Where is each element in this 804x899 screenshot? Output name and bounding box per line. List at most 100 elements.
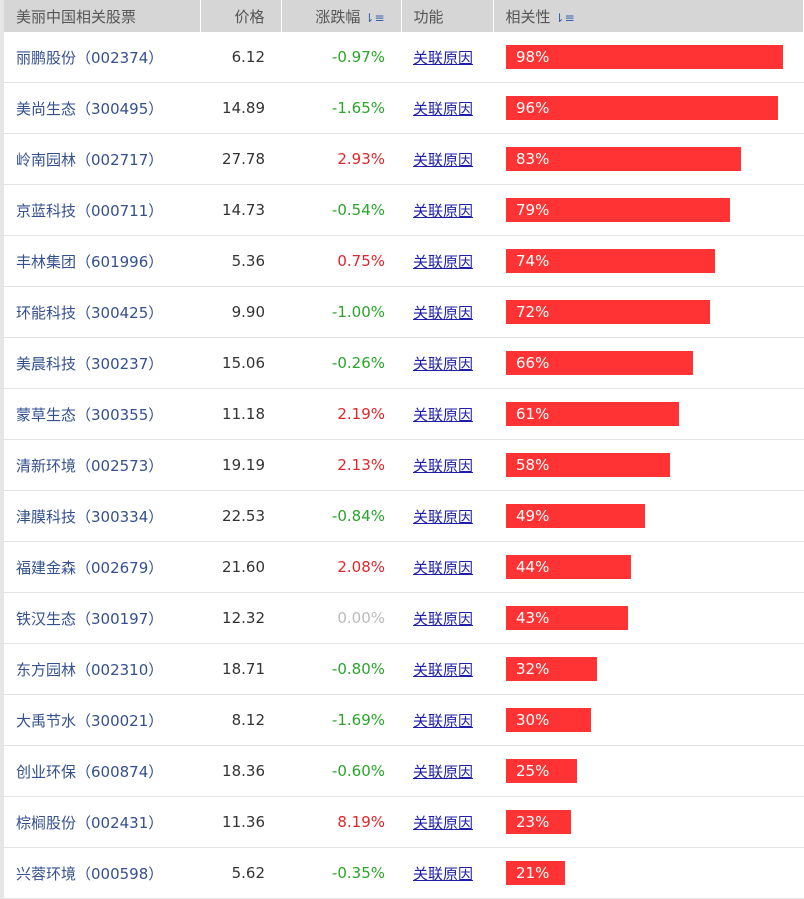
- relevance-bar: 79%: [506, 198, 730, 222]
- stock-price: 5.62: [200, 847, 281, 899]
- table-row: 兴蓉环境（000598） 5.62 -0.35% 关联原因 21%: [2, 847, 804, 899]
- sort-desc-icon[interactable]: ⇂≡: [554, 10, 575, 25]
- related-reason-link[interactable]: 关联原因: [413, 711, 474, 730]
- stock-price: 11.36: [200, 796, 281, 848]
- related-reason-link[interactable]: 关联原因: [413, 303, 474, 322]
- stock-name[interactable]: 福建金森（002679）: [2, 541, 200, 593]
- stock-change: -0.80%: [281, 643, 401, 695]
- table-row: 福建金森（002679） 21.60 2.08% 关联原因 44%: [2, 541, 804, 593]
- related-reason-link[interactable]: 关联原因: [413, 201, 474, 220]
- stock-name[interactable]: 棕榈股份（002431）: [2, 796, 200, 848]
- relevance-bar: 23%: [506, 810, 572, 834]
- related-reason-link[interactable]: 关联原因: [413, 99, 474, 118]
- related-reason-link[interactable]: 关联原因: [413, 354, 474, 373]
- sort-desc-icon[interactable]: ⇂≡: [364, 10, 385, 25]
- stock-name[interactable]: 津膜科技（300334）: [2, 490, 200, 542]
- table-row: 丽鹏股份（002374） 6.12 -0.97% 关联原因 98%: [2, 32, 804, 83]
- related-reason-link[interactable]: 关联原因: [413, 609, 474, 628]
- header-price[interactable]: 价格: [200, 0, 282, 32]
- stock-change: 2.93%: [281, 133, 401, 185]
- stock-price: 15.06: [200, 337, 281, 389]
- stock-name[interactable]: 丰林集团（601996）: [2, 235, 200, 287]
- stock-price: 18.71: [200, 643, 281, 695]
- stock-price: 27.78: [200, 133, 281, 185]
- related-reason-link[interactable]: 关联原因: [413, 762, 474, 781]
- table-row: 棕榈股份（002431） 11.36 8.19% 关联原因 23%: [2, 796, 804, 848]
- stock-name[interactable]: 美晨科技（300237）: [2, 337, 200, 389]
- table-row: 岭南园林（002717） 27.78 2.93% 关联原因 83%: [2, 133, 804, 185]
- related-reason-link[interactable]: 关联原因: [413, 150, 474, 169]
- stock-change: -0.54%: [281, 184, 401, 236]
- stock-change: 0.00%: [281, 592, 401, 644]
- stock-name[interactable]: 清新环境（002573）: [2, 439, 200, 491]
- stock-name[interactable]: 铁汉生态（300197）: [2, 592, 200, 644]
- table-row: 京蓝科技（000711） 14.73 -0.54% 关联原因 79%: [2, 184, 804, 236]
- table-row: 铁汉生态（300197） 12.32 0.00% 关联原因 43%: [2, 592, 804, 644]
- related-reason-link[interactable]: 关联原因: [413, 660, 474, 679]
- stock-change: 8.19%: [281, 796, 401, 848]
- relevance-bar: 25%: [506, 759, 577, 783]
- stock-name[interactable]: 美尚生态（300495）: [2, 82, 200, 134]
- header-change-label: 涨跌幅: [315, 7, 361, 26]
- related-reason-link[interactable]: 关联原因: [413, 558, 474, 577]
- relevance-bar: 58%: [506, 453, 671, 477]
- header-relevance-label: 相关性: [505, 7, 551, 26]
- related-reason-link[interactable]: 关联原因: [413, 507, 474, 526]
- stock-change: -1.00%: [281, 286, 401, 338]
- relevance-bar: 32%: [506, 657, 597, 681]
- stock-name[interactable]: 东方园林（002310）: [2, 643, 200, 695]
- stock-name[interactable]: 丽鹏股份（002374）: [2, 32, 200, 83]
- stock-name[interactable]: 创业环保（600874）: [2, 745, 200, 797]
- table-row: 东方园林（002310） 18.71 -0.80% 关联原因 32%: [2, 643, 804, 695]
- relevance-bar: 21%: [506, 861, 566, 885]
- relevance-bar: 74%: [506, 249, 716, 273]
- header-name: 美丽中国相关股票: [2, 0, 201, 32]
- stock-change: -0.84%: [281, 490, 401, 542]
- stock-name[interactable]: 蒙草生态（300355）: [2, 388, 200, 440]
- stock-change: 2.19%: [281, 388, 401, 440]
- stock-change: -0.60%: [281, 745, 401, 797]
- stock-price: 12.32: [200, 592, 281, 644]
- stock-price: 8.12: [200, 694, 281, 746]
- relevance-bar: 44%: [506, 555, 631, 579]
- table-row: 丰林集团（601996） 5.36 0.75% 关联原因 74%: [2, 235, 804, 287]
- header-function: 功能: [401, 0, 494, 32]
- header-change[interactable]: 涨跌幅 ⇂≡: [281, 0, 402, 32]
- stock-price: 21.60: [200, 541, 281, 593]
- stock-price: 11.18: [200, 388, 281, 440]
- table-row: 美尚生态（300495） 14.89 -1.65% 关联原因 96%: [2, 82, 804, 134]
- table-row: 大禹节水（300021） 8.12 -1.69% 关联原因 30%: [2, 694, 804, 746]
- stock-name[interactable]: 大禹节水（300021）: [2, 694, 200, 746]
- relevance-bar: 61%: [506, 402, 679, 426]
- stock-change: 2.13%: [281, 439, 401, 491]
- table-row: 蒙草生态（300355） 11.18 2.19% 关联原因 61%: [2, 388, 804, 440]
- stock-price: 14.73: [200, 184, 281, 236]
- relevance-bar: 72%: [506, 300, 710, 324]
- header-relevance[interactable]: 相关性 ⇂≡: [493, 0, 804, 32]
- table-row: 环能科技（300425） 9.90 -1.00% 关联原因 72%: [2, 286, 804, 338]
- stock-name[interactable]: 兴蓉环境（000598）: [2, 847, 200, 899]
- related-reason-link[interactable]: 关联原因: [413, 864, 474, 883]
- stock-price: 5.36: [200, 235, 281, 287]
- related-reason-link[interactable]: 关联原因: [413, 813, 474, 832]
- stock-price: 6.12: [200, 32, 281, 83]
- stock-change: -1.65%: [281, 82, 401, 134]
- stock-price: 18.36: [200, 745, 281, 797]
- stock-price: 19.19: [200, 439, 281, 491]
- related-reason-link[interactable]: 关联原因: [413, 405, 474, 424]
- related-reason-link[interactable]: 关联原因: [413, 252, 474, 271]
- relevance-bar: 96%: [506, 96, 778, 120]
- relevance-bar: 30%: [506, 708, 591, 732]
- related-reason-link[interactable]: 关联原因: [413, 456, 474, 475]
- stock-change: -1.69%: [281, 694, 401, 746]
- stock-change: -0.26%: [281, 337, 401, 389]
- stock-name[interactable]: 环能科技（300425）: [2, 286, 200, 338]
- stock-price: 14.89: [200, 82, 281, 134]
- stock-name[interactable]: 岭南园林（002717）: [2, 133, 200, 185]
- stock-change: -0.35%: [281, 847, 401, 899]
- table-row: 美晨科技（300237） 15.06 -0.26% 关联原因 66%: [2, 337, 804, 389]
- related-reason-link[interactable]: 关联原因: [413, 48, 474, 67]
- table-row: 清新环境（002573） 19.19 2.13% 关联原因 58%: [2, 439, 804, 491]
- stock-name[interactable]: 京蓝科技（000711）: [2, 184, 200, 236]
